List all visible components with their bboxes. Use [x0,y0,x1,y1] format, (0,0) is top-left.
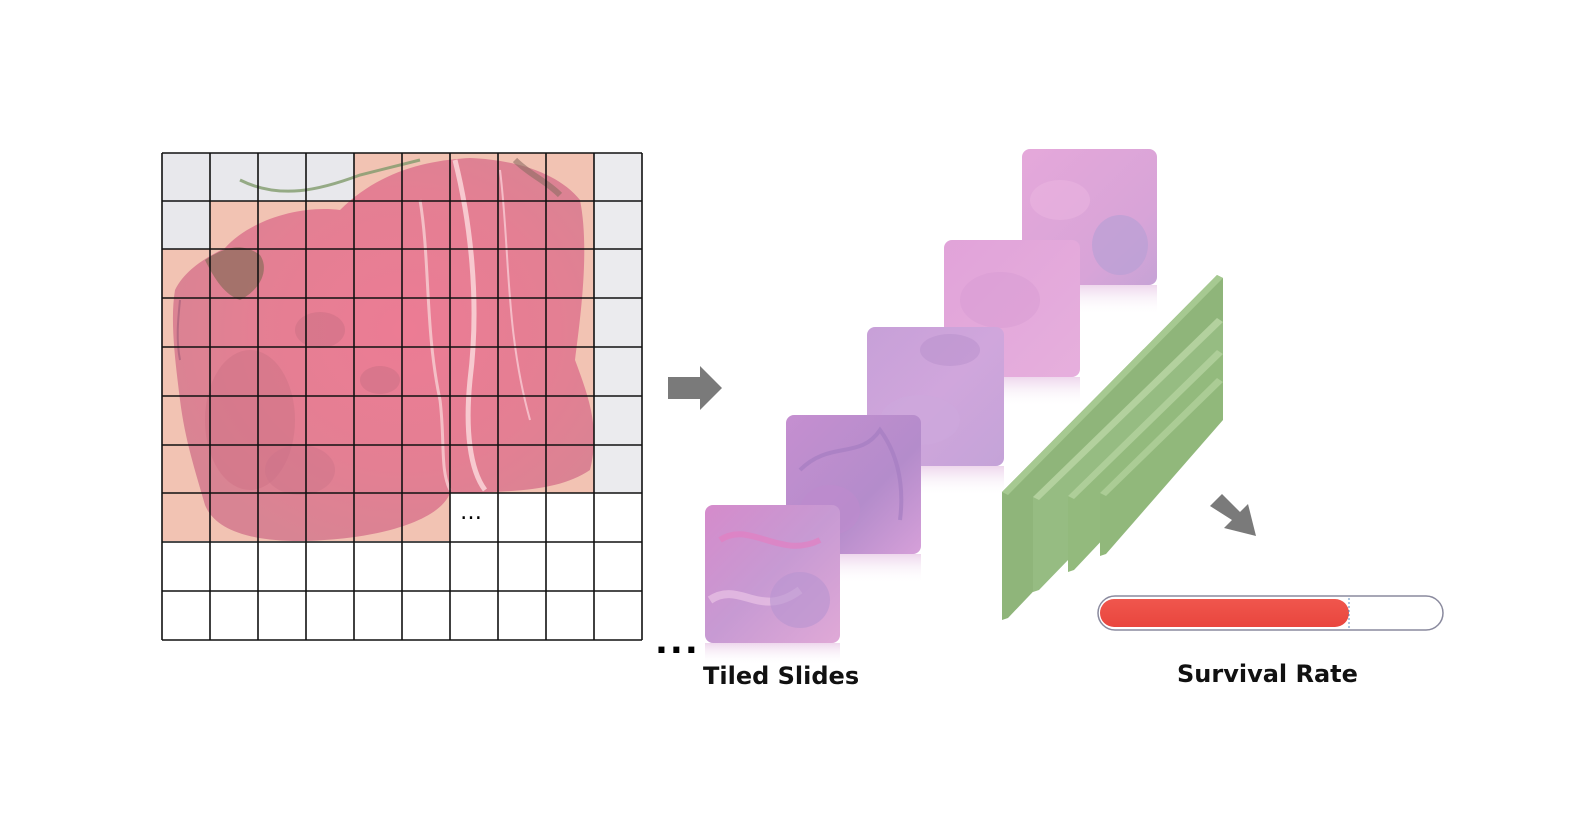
tile-1 [705,505,840,665]
right-arrow-icon [668,366,722,410]
survival-rate-label: Survival Rate [1177,660,1358,688]
down-right-arrow-icon [1210,494,1256,536]
tiled-slides-label: Tiled Slides [703,662,860,690]
network-layers [1002,275,1223,620]
more-tiles-ellipsis: ... [655,622,700,662]
survival-rate-bar [1097,595,1444,631]
tiled-slides-stack [705,149,1157,665]
survival-bar-fill [1100,599,1349,627]
tile-grid-lines [161,152,643,641]
whole-slide-image [161,152,643,641]
grid-ellipsis: … [460,500,483,525]
layer-4 [1100,378,1223,556]
